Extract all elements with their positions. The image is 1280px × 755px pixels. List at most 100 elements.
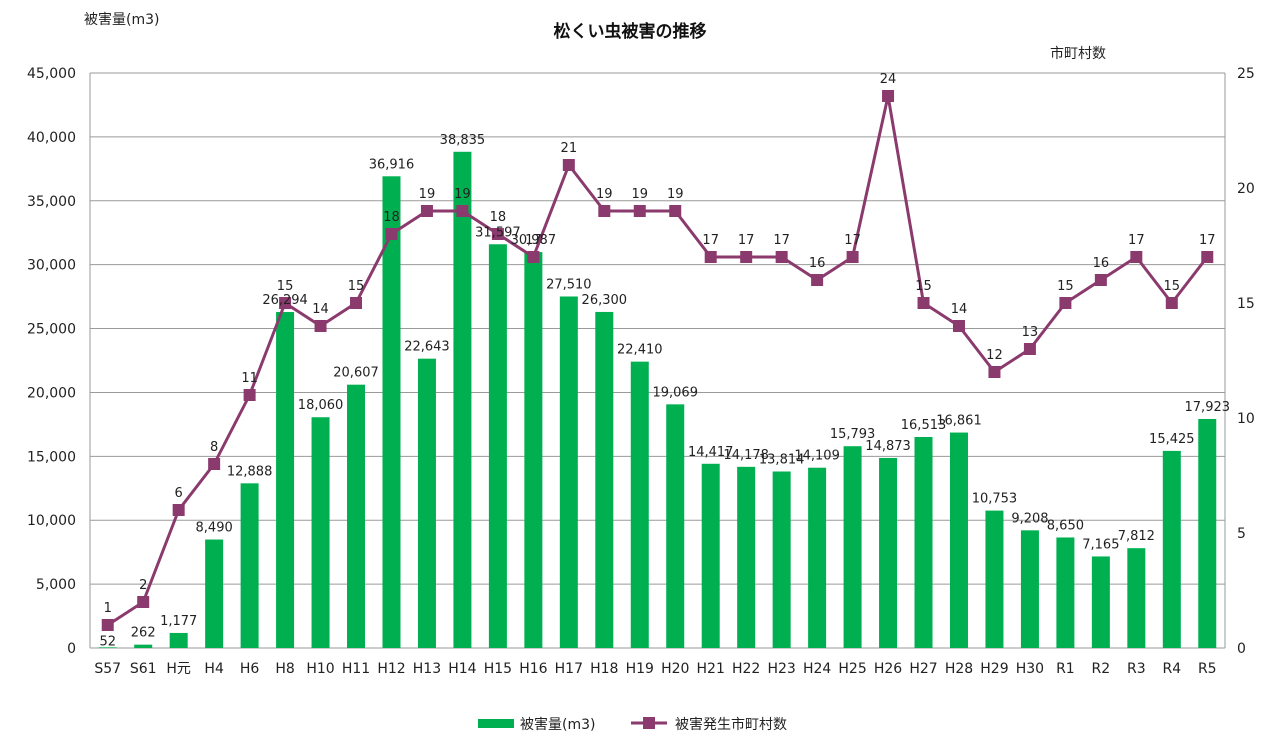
line-point xyxy=(172,504,185,516)
bar xyxy=(488,244,507,648)
x-tick-label: H23 xyxy=(767,661,795,677)
line-series xyxy=(101,90,1214,631)
bar xyxy=(98,647,117,648)
x-tick-label: H24 xyxy=(803,661,831,677)
y2-tick-label: 0 xyxy=(1237,641,1246,657)
legend-label-line: 被害発生市町村数 xyxy=(675,716,787,733)
x-tick-label: H12 xyxy=(377,661,405,677)
line-data-label: 18 xyxy=(383,210,400,225)
bar-data-label: 1,177 xyxy=(160,614,197,629)
y-tick-label: 35,000 xyxy=(27,194,76,210)
bar xyxy=(843,446,862,648)
bar-data-label: 26,294 xyxy=(262,293,308,308)
line-data-label: 2 xyxy=(139,578,147,593)
line-data-label: 17 xyxy=(844,233,861,248)
line-data-label: 19 xyxy=(667,187,684,202)
bar-data-label: 31,597 xyxy=(475,225,521,240)
line-point xyxy=(1165,297,1178,309)
bar xyxy=(1091,556,1110,648)
x-tick-label: R2 xyxy=(1092,661,1111,677)
bar xyxy=(240,483,259,648)
y-axis-title: 被害量(m3) xyxy=(84,12,159,28)
line-point xyxy=(527,251,540,263)
bar xyxy=(701,463,720,648)
bar-data-label: 10,753 xyxy=(972,492,1018,507)
bar xyxy=(382,176,401,648)
x-tick-label: R3 xyxy=(1127,661,1146,677)
bar-data-label: 14,178 xyxy=(723,448,769,463)
bar-data-label: 18,060 xyxy=(298,398,344,413)
bar-data-label: 12,888 xyxy=(227,464,273,479)
line-point xyxy=(740,251,753,263)
y2-axis-ticks: 0 5 10 15 20 25 xyxy=(1237,66,1255,657)
y2-tick-label: 25 xyxy=(1237,66,1255,82)
line-data-label: 12 xyxy=(986,348,1003,363)
x-tick-label: H11 xyxy=(342,661,370,677)
bar-data-label: 7,812 xyxy=(1118,529,1155,544)
line-point xyxy=(314,320,327,332)
x-tick-label: H20 xyxy=(661,661,689,677)
bar xyxy=(595,311,614,648)
bar-data-label: 52 xyxy=(99,634,116,649)
line-data-label: 21 xyxy=(561,141,578,156)
x-tick-label: R4 xyxy=(1162,661,1181,677)
line-point xyxy=(952,320,965,332)
bar xyxy=(559,296,578,648)
line-data-label: 19 xyxy=(596,187,613,202)
y-tick-label: 5,000 xyxy=(36,577,76,593)
chart-title: 松くい虫被害の推移 xyxy=(554,21,707,42)
bar xyxy=(1162,450,1181,648)
bar-data-label: 27,510 xyxy=(546,277,592,292)
bar-data-label: 8,490 xyxy=(196,521,233,536)
line-data-label: 19 xyxy=(454,187,471,202)
line-point xyxy=(917,297,930,309)
line-point xyxy=(385,228,398,240)
bar xyxy=(417,358,436,648)
y-tick-label: 45,000 xyxy=(27,66,76,82)
bar xyxy=(666,404,685,648)
line-data-label: 15 xyxy=(277,279,294,294)
bar xyxy=(808,467,827,648)
bar-series xyxy=(98,151,1217,648)
line-data-label: 8 xyxy=(210,440,218,455)
x-tick-label: H21 xyxy=(697,661,725,677)
bar xyxy=(347,384,366,648)
bar-data-label: 15,425 xyxy=(1149,432,1195,447)
bar xyxy=(1056,537,1075,648)
bar-data-label: 8,650 xyxy=(1047,518,1084,533)
line-data-label: 14 xyxy=(951,302,968,317)
line-point xyxy=(279,297,292,309)
x-axis-ticks: S57 S61 H元 H4 H6 H8 H10 H11 H12 H13 H14 H15 H16 H17 H1… xyxy=(94,661,1216,677)
y-tick-label: 10,000 xyxy=(27,513,76,529)
y-tick-label: 15,000 xyxy=(27,449,76,465)
line-point xyxy=(882,90,895,102)
bar-data-label: 26,300 xyxy=(582,293,628,308)
y2-tick-label: 5 xyxy=(1237,526,1246,542)
x-tick-label: H22 xyxy=(732,661,760,677)
bar-data-label: 262 xyxy=(131,626,156,641)
bar xyxy=(879,457,898,648)
line-data-label: 19 xyxy=(419,187,436,202)
line-point xyxy=(456,205,469,217)
x-tick-label: H15 xyxy=(484,661,512,677)
bar-data-label: 17,923 xyxy=(1185,400,1231,415)
line-data-label: 17 xyxy=(773,233,790,248)
line-point xyxy=(101,619,114,631)
line-point xyxy=(1130,251,1143,263)
x-tick-label: H19 xyxy=(626,661,654,677)
x-tick-label: H元 xyxy=(166,661,191,677)
line-data-label: 24 xyxy=(880,72,897,87)
x-tick-label: S61 xyxy=(130,661,157,677)
line-data-label: 17 xyxy=(702,233,719,248)
line-data-label: 17 xyxy=(525,233,542,248)
bar-data-label: 14,109 xyxy=(794,449,840,464)
y-tick-label: 0 xyxy=(67,641,76,657)
line-data-label: 17 xyxy=(1128,233,1145,248)
y-tick-label: 20,000 xyxy=(27,385,76,401)
line-point xyxy=(775,251,788,263)
bar xyxy=(1198,418,1217,648)
line-point xyxy=(350,297,363,309)
x-tick-label: H16 xyxy=(519,661,547,677)
bar xyxy=(311,417,330,648)
